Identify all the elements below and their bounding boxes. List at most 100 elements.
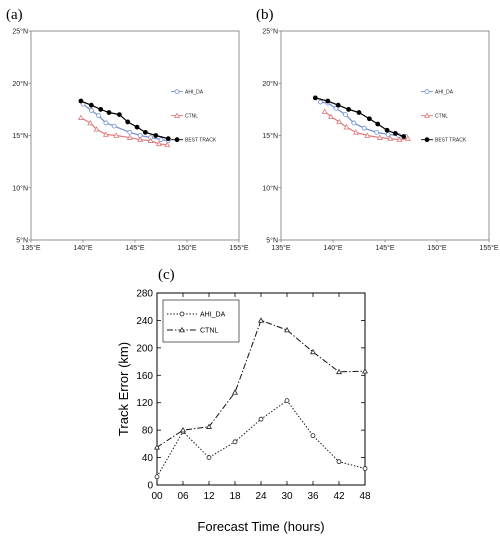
track-point: [401, 134, 407, 139]
track-point: [147, 137, 154, 143]
legend-marker: [424, 137, 430, 143]
x-tick-label: 145°E: [375, 244, 394, 252]
track-point: [376, 134, 383, 140]
x-tick-label: 135°E: [21, 244, 40, 252]
track-point: [77, 114, 84, 120]
map-panel-b: 135°E 140°E 145°E 150°E 155°E 5°N 10°N 15°N 20°N…: [262, 28, 499, 253]
y-tick-label: 20°N: [262, 80, 278, 88]
legend-label: AHI_DA: [200, 312, 226, 319]
x-tick-label: 42: [333, 491, 345, 502]
series-point: [206, 455, 212, 460]
x-tick-label: 145°E: [125, 244, 144, 252]
y-tick-label: 40: [142, 453, 154, 464]
legend-label: CTNL: [200, 328, 218, 335]
legend-label: CTNL: [185, 113, 198, 119]
track-point: [126, 134, 133, 140]
y-tick-label: 280: [136, 289, 153, 300]
track-point: [374, 129, 380, 135]
track-point: [343, 112, 348, 117]
series-point: [180, 427, 186, 433]
x-tick-label: 150°E: [177, 244, 196, 252]
track-point: [352, 129, 359, 135]
track-point: [318, 99, 323, 105]
track-point: [102, 131, 109, 137]
y-tick-label: 25°N: [12, 28, 28, 36]
x-tick-label: 36: [307, 491, 319, 502]
series-point: [362, 368, 368, 374]
track-point: [127, 129, 133, 135]
track-point: [312, 95, 318, 101]
series-point: [232, 439, 238, 445]
legend-label: BEST TRACK: [435, 137, 467, 143]
track-error-chart: 00 06 12 18 24 30 36 42 48 0 40 80 120 160 200 240 280 Fo…: [116, 289, 371, 535]
x-axis-label: Forecast Time (hours): [197, 519, 324, 534]
series-point: [284, 398, 290, 404]
track-line: [315, 97, 404, 138]
track-point: [336, 118, 343, 125]
series-point: [258, 416, 264, 422]
x-tick-label: 18: [229, 491, 241, 502]
legend-marker: [174, 89, 180, 95]
track-point: [158, 137, 164, 143]
track-point: [396, 136, 403, 142]
y-tick-label: 120: [136, 398, 153, 409]
track-line: [320, 101, 406, 138]
legend-marker: [174, 137, 180, 143]
x-tick-label: 06: [177, 491, 189, 502]
y-axis-label: Track Error (km): [116, 342, 131, 436]
track-point: [88, 108, 94, 113]
track-point: [93, 126, 100, 132]
y-tick-label: 5°N: [266, 237, 278, 245]
legend-box: [162, 299, 240, 343]
track-point: [351, 120, 357, 126]
x-tick-label: 00: [151, 491, 163, 502]
x-tick-label: 140°E: [73, 244, 92, 252]
series-point: [206, 423, 212, 429]
track-point: [343, 124, 350, 130]
series-point: [336, 368, 342, 375]
track-point: [155, 140, 162, 147]
track-point: [367, 116, 372, 122]
y-tick-label: 25°N: [262, 28, 278, 36]
track-point: [393, 131, 398, 136]
legend-marker: [424, 89, 430, 95]
track-point: [111, 123, 117, 129]
legend-label: AHI_DA: [435, 89, 454, 95]
series-point: [310, 348, 316, 355]
track-point: [117, 112, 122, 117]
track-point: [335, 102, 341, 108]
track-point: [143, 129, 148, 135]
x-tick-label: 140°E: [323, 244, 342, 252]
track-point: [106, 110, 112, 115]
track-line: [324, 111, 408, 141]
x-tick-label: 135°E: [271, 244, 290, 252]
y-tick-label: 15°N: [12, 132, 28, 140]
track-point: [98, 106, 104, 112]
track-point: [327, 113, 334, 119]
panel-label-c: (c): [158, 267, 175, 283]
series-line: [156, 399, 366, 478]
track-point: [384, 127, 390, 133]
track-point: [78, 98, 84, 104]
series-point: [362, 466, 368, 471]
x-tick-label: 12: [203, 491, 215, 502]
track-point: [404, 135, 411, 141]
track-point: [87, 119, 94, 126]
y-tick-label: 0: [147, 481, 153, 492]
y-tick-label: 10°N: [12, 184, 28, 192]
legend-marker: [179, 311, 185, 317]
series-point: [284, 326, 290, 333]
track-point: [385, 132, 391, 137]
track-point: [165, 136, 171, 142]
map-panel-a: 135°E 140°E 145°E 150°E 155°E 5°N 10°N 15°N 20°N…: [12, 28, 249, 253]
x-tick-label: 155°E: [479, 244, 498, 252]
track-point: [346, 106, 352, 112]
series-point: [310, 433, 316, 439]
y-tick-label: 20°N: [12, 80, 28, 88]
track-point: [134, 124, 140, 130]
track-point: [164, 141, 171, 148]
legend-label: BEST TRACK: [185, 137, 217, 143]
track-line: [82, 103, 169, 142]
x-tick-label: 24: [255, 491, 267, 502]
